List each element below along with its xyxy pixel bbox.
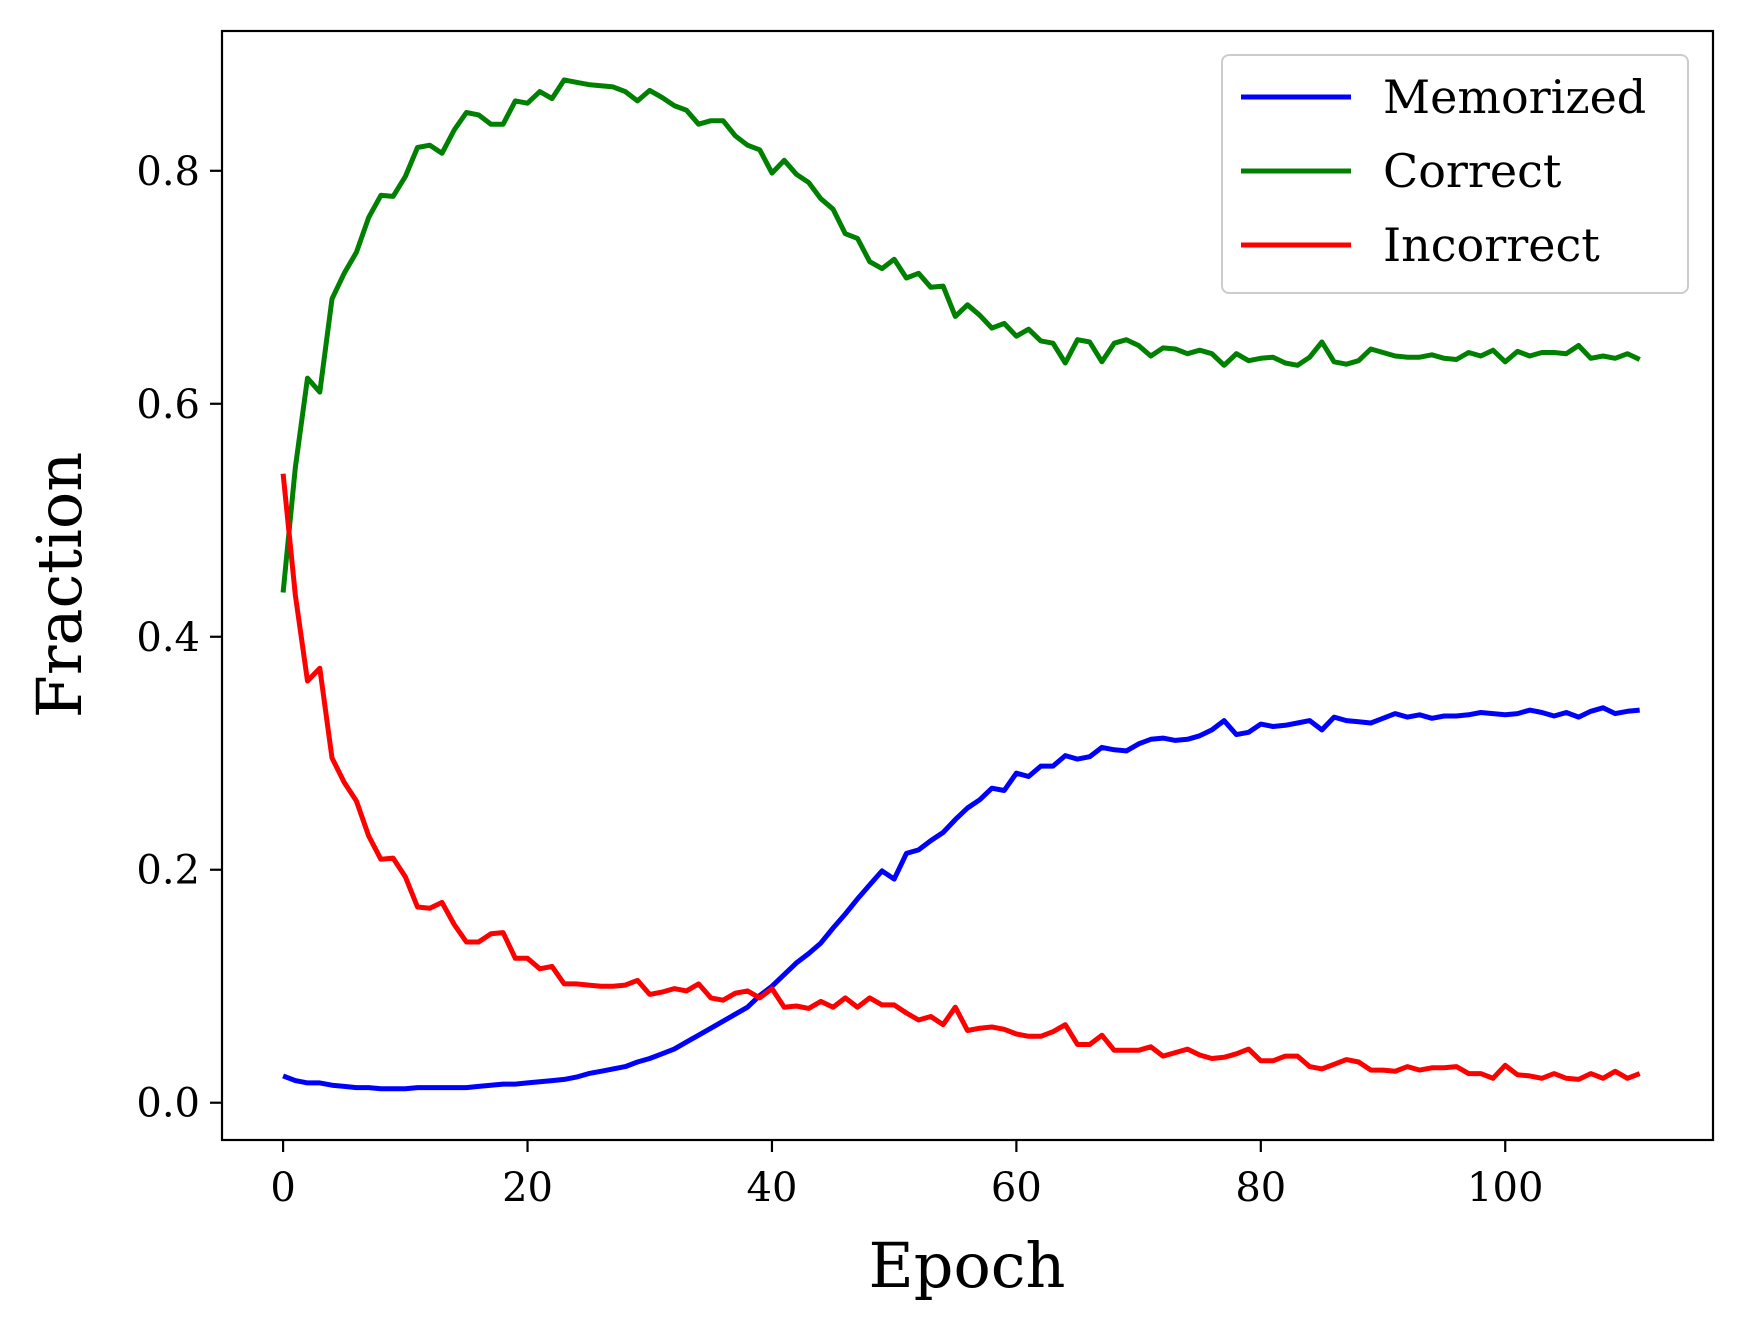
x-tick-label: 100 — [1467, 1165, 1543, 1211]
plot-frame — [220, 29, 1715, 1142]
x-axis: 0 20 40 60 80 100 — [270, 1140, 1543, 1211]
legend-label-incorrect: Incorrect — [1383, 218, 1600, 272]
legend-label-correct: Correct — [1383, 144, 1562, 198]
x-tick-label: 40 — [747, 1165, 798, 1211]
legend-entries: Memorized Correct Incorrect — [1241, 70, 1646, 272]
series-line-incorrect — [280, 473, 1641, 1082]
y-tick-label: 0.0 — [136, 1081, 200, 1127]
x-axis-label: Epoch — [869, 1229, 1066, 1302]
legend-box — [1221, 54, 1689, 294]
legend-label-memorized: Memorized — [1383, 70, 1646, 124]
y-tick-label: 0.6 — [136, 382, 200, 428]
y-tick-label: 0.2 — [136, 848, 200, 894]
y-tick-label: 0.4 — [136, 615, 200, 661]
y-axis: 0.0 0.2 0.4 0.6 0.8 — [136, 149, 222, 1127]
y-tick-label: 0.8 — [136, 149, 200, 195]
legend: Memorized Correct Incorrect — [1221, 54, 1689, 294]
x-tick-label: 20 — [502, 1165, 553, 1211]
x-tick-label: 60 — [991, 1165, 1042, 1211]
x-tick-label: 80 — [1235, 1165, 1286, 1211]
series-line-memorized — [282, 705, 1640, 1092]
y-axis-label: Fraction — [23, 452, 96, 718]
series-layer — [280, 77, 1641, 1092]
series-line-correct — [280, 77, 1641, 593]
x-tick-label: 0 — [270, 1165, 295, 1211]
